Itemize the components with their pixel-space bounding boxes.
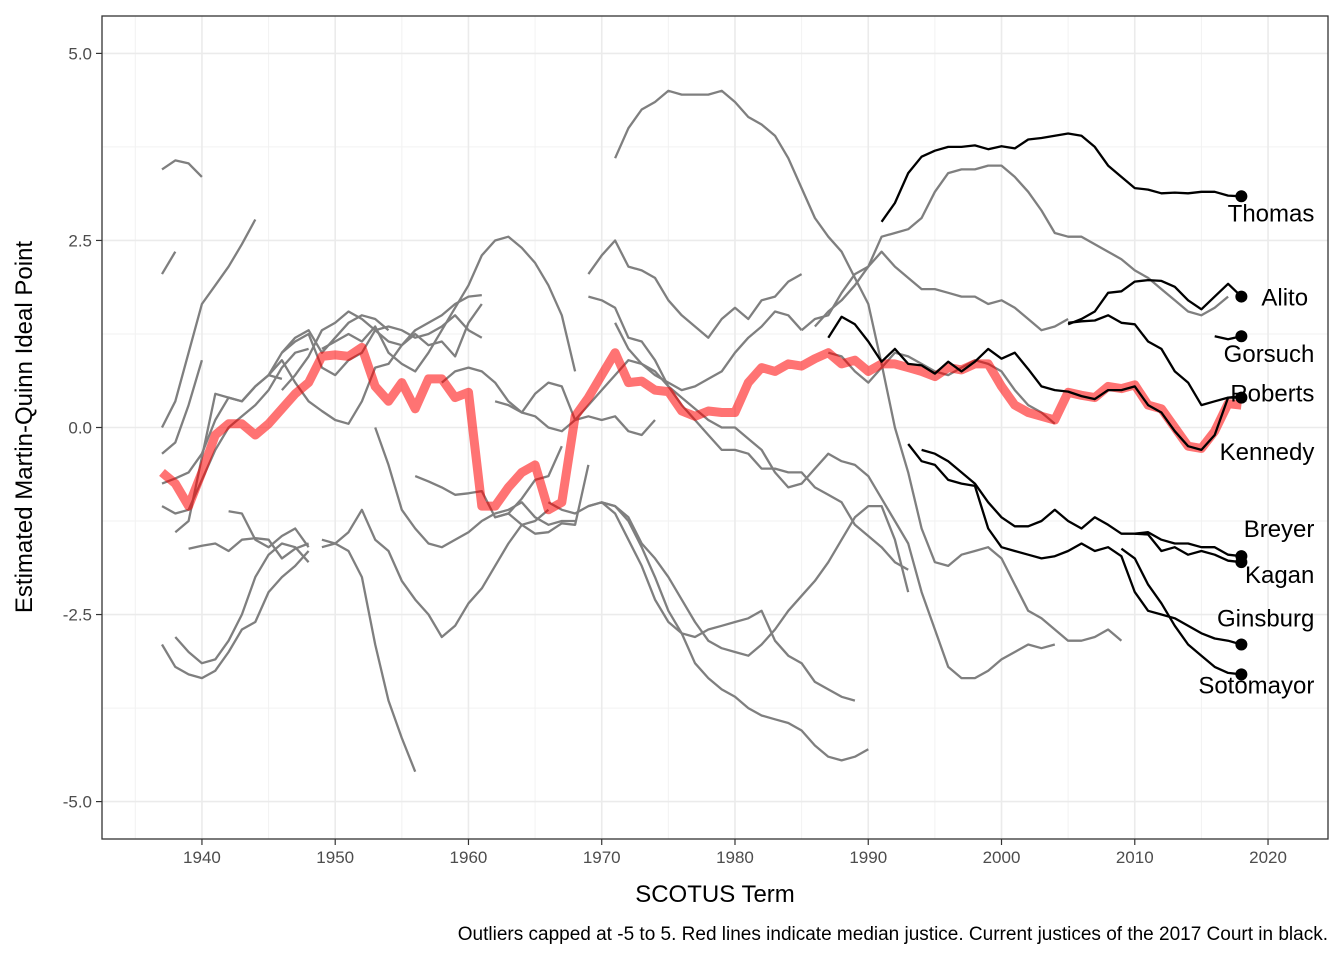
- justice-label-roberts: Roberts: [1230, 381, 1314, 408]
- past-justice-line: [614, 89, 1123, 642]
- past-justice-line: [588, 295, 1056, 680]
- past-justice-line: [441, 366, 656, 437]
- past-justice-line: [494, 464, 590, 535]
- justice-endpoint-thomas: [1235, 190, 1248, 203]
- past-justice-line: [161, 159, 203, 178]
- plot-panel: 1940 1950 1960 1970 1980 1990 2000 2010 2020 5.0 2…: [63, 15, 1329, 867]
- x-tick-label: 2000: [983, 848, 1021, 867]
- panel-border: [101, 15, 1329, 840]
- past-justice-line: [281, 303, 483, 377]
- past-justice-line: [267, 293, 482, 425]
- justice-label-kagan: Kagan: [1245, 562, 1314, 589]
- x-tick-label: 2010: [1116, 848, 1154, 867]
- y-tick-label: 5.0: [68, 44, 92, 63]
- justice-label-gorsuch: Gorsuch: [1224, 341, 1315, 368]
- x-tick-label: 1940: [183, 848, 221, 867]
- past-justice-line: [161, 359, 204, 455]
- justice-line-kennedy: [827, 315, 1242, 452]
- median-justice-line: [159, 342, 1242, 515]
- y-axis-title: Estimated Martin-Quinn Ideal Point: [11, 241, 38, 614]
- y-tick-label: -2.5: [63, 606, 92, 625]
- x-tick-label: 1990: [849, 848, 887, 867]
- chart-caption: Outliers capped at -5 to 5. Red lines in…: [458, 924, 1328, 945]
- y-tick-label: -5.0: [63, 793, 92, 812]
- justice-line-kagan: [1134, 532, 1242, 564]
- justice-endpoint-gorsuch: [1235, 330, 1248, 343]
- x-axis-title: SCOTUS Term: [635, 881, 795, 908]
- justice-label-kennedy: Kennedy: [1220, 439, 1315, 466]
- past-justice-line: [614, 322, 909, 571]
- x-tick-label: 1980: [716, 848, 754, 867]
- past-justice-line: [161, 550, 310, 680]
- past-justice-line: [800, 164, 1229, 332]
- past-justice-line: [228, 510, 310, 549]
- x-tick-label: 1950: [316, 848, 354, 867]
- justice-endpoint-roberts: [1235, 391, 1248, 404]
- justice-endpoint-kagan: [1235, 556, 1248, 569]
- x-tick-label: 1970: [583, 848, 621, 867]
- justice-line-alito: [1067, 278, 1243, 326]
- past-justice-line: [587, 239, 803, 339]
- y-tick-label: 2.5: [68, 231, 92, 250]
- justice-label-sotomayor: Sotomayor: [1198, 672, 1314, 699]
- y-tick-label: 0.0: [68, 419, 92, 438]
- justice-line-ginsburg: [907, 443, 1242, 646]
- justice-endpoint-sotomayor: [1235, 668, 1248, 681]
- justice-line-sotomayor: [1120, 547, 1242, 676]
- justice-line-thomas: [880, 132, 1242, 223]
- past-justice-line: [174, 542, 310, 665]
- past-justice-line: [160, 218, 257, 429]
- justice-endpoint-alito: [1235, 290, 1248, 303]
- past-justice-line: [161, 251, 177, 275]
- justice-endpoint-ginsburg: [1235, 638, 1248, 651]
- justice-line-roberts: [1067, 314, 1242, 407]
- justice-label-alito: Alito: [1261, 285, 1308, 312]
- x-tick-label: 2020: [1249, 848, 1287, 867]
- justice-label-thomas: Thomas: [1228, 200, 1315, 227]
- x-tick-label: 1960: [450, 848, 488, 867]
- justice-label-breyer: Breyer: [1244, 516, 1315, 543]
- past-justice-line: [321, 538, 417, 773]
- past-justice-line: [321, 235, 577, 373]
- past-justice-line: [588, 501, 856, 702]
- past-justice-line: [494, 310, 803, 433]
- justice-line-breyer: [921, 448, 1242, 558]
- past-justice-line: [374, 427, 576, 549]
- past-justice-line: [601, 501, 869, 762]
- justice-label-ginsburg: Ginsburg: [1217, 605, 1314, 632]
- past-justice-line: [321, 508, 550, 639]
- past-justice-line: [814, 250, 1069, 332]
- past-justice-line: [188, 537, 310, 560]
